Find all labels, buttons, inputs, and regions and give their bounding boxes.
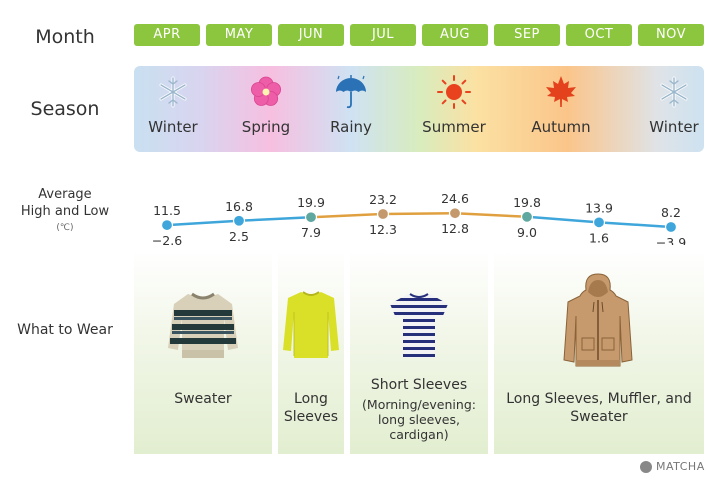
wear-panel-sweater: Sweater bbox=[134, 250, 272, 454]
line-segment bbox=[454, 211, 528, 219]
season-row-label: Season bbox=[30, 98, 100, 120]
season-label: Winter bbox=[649, 118, 699, 136]
brand-name: MATCHA bbox=[656, 460, 705, 473]
high-value-label: 19.9 bbox=[297, 195, 325, 210]
month-may: MAY bbox=[206, 24, 272, 46]
wear-label: Short Sleeves bbox=[370, 377, 468, 393]
temperature-value-labels: 11.5 −2.6 16.8 2.5 19.9 7.9 23.2 12.3 24.6 12.8 19… bbox=[152, 191, 686, 245]
umbrella-icon bbox=[311, 72, 391, 112]
data-point-aug bbox=[448, 207, 462, 220]
wear-panel-long-sleeves: Long Sleeves bbox=[278, 250, 344, 454]
temperature-line bbox=[166, 211, 672, 229]
season-winter-start: Winter bbox=[133, 72, 213, 136]
low-value-label: 12.8 bbox=[441, 221, 469, 236]
data-point-jun bbox=[304, 211, 318, 224]
striped-tshirt-icon bbox=[388, 290, 450, 364]
cherry-blossom-icon bbox=[226, 72, 306, 112]
line-segment bbox=[598, 221, 672, 229]
line-segment bbox=[166, 219, 240, 227]
month-oct: OCT bbox=[566, 24, 632, 46]
wear-panel-autumn-winter: Long Sleeves, Muffler, and Sweater bbox=[494, 250, 704, 454]
season-label: Summer bbox=[422, 118, 486, 136]
maple-leaf-icon bbox=[521, 72, 601, 112]
hoodie-icon bbox=[562, 272, 634, 372]
high-value-label: 13.9 bbox=[585, 200, 613, 215]
season-winter-end: Winter bbox=[634, 72, 714, 136]
month-row-label: Month bbox=[35, 26, 95, 48]
high-value-label: 24.6 bbox=[441, 191, 469, 206]
snowflake-icon bbox=[133, 72, 213, 112]
line-segment bbox=[310, 212, 384, 219]
line-segment bbox=[382, 211, 456, 216]
wear-label: Long Sleeves bbox=[283, 391, 339, 425]
line-segment bbox=[526, 215, 600, 224]
season-band bbox=[134, 66, 704, 152]
low-value-label: 7.9 bbox=[301, 225, 321, 240]
temperature-label-line2: High and Low bbox=[20, 204, 110, 219]
month-sep: SEP bbox=[494, 24, 560, 46]
wear-panel-short-sleeves: Short Sleeves (Morning/evening: long sle… bbox=[350, 250, 488, 454]
temperature-points bbox=[160, 207, 678, 234]
season-label: Rainy bbox=[330, 118, 372, 136]
sun-icon bbox=[414, 72, 494, 112]
data-point-jul bbox=[376, 207, 390, 221]
sweater-icon bbox=[166, 288, 240, 366]
wear-sublabel: (Morning/evening: long sleeves, cardigan… bbox=[362, 397, 476, 442]
season-rainy: Rainy bbox=[311, 72, 391, 136]
wear-row-label: What to Wear bbox=[17, 322, 113, 338]
data-point-nov bbox=[664, 220, 678, 234]
high-value-label: 8.2 bbox=[661, 205, 681, 220]
wear-label: Long Sleeves, Muffler, and Sweater bbox=[506, 391, 692, 425]
temperature-row-label: Average High and Low (℃) bbox=[0, 186, 130, 237]
season-label: Autumn bbox=[531, 118, 591, 136]
month-aug: AUG bbox=[422, 24, 488, 46]
wear-label: Sweater bbox=[174, 391, 232, 407]
high-value-label: 16.8 bbox=[225, 199, 253, 214]
low-value-label: −2.6 bbox=[152, 233, 182, 245]
high-value-label: 23.2 bbox=[369, 192, 397, 207]
high-value-label: 11.5 bbox=[153, 203, 181, 218]
brand-dot-icon bbox=[640, 460, 652, 473]
high-value-label: 19.8 bbox=[513, 195, 541, 210]
month-nov: NOV bbox=[638, 24, 704, 46]
temperature-label-line1: Average bbox=[38, 187, 92, 202]
season-autumn: Autumn bbox=[521, 72, 601, 136]
season-summer: Summer bbox=[414, 72, 494, 136]
snowflake-icon bbox=[634, 72, 714, 112]
season-label: Spring bbox=[241, 118, 291, 136]
data-point-may bbox=[232, 214, 246, 227]
low-value-label: 12.3 bbox=[369, 222, 397, 237]
brand-logo: MATCHA bbox=[640, 460, 705, 473]
season-label: Winter bbox=[148, 118, 198, 136]
long-sleeve-shirt-icon bbox=[282, 288, 340, 366]
line-segment bbox=[238, 215, 312, 223]
low-value-label: 1.6 bbox=[589, 230, 609, 245]
temperature-unit: (℃) bbox=[56, 223, 74, 233]
month-jul: JUL bbox=[350, 24, 416, 46]
month-jun: JUN bbox=[278, 24, 344, 46]
data-point-sep bbox=[520, 210, 534, 223]
month-apr: APR bbox=[134, 24, 200, 46]
temperature-chart: 11.5 −2.6 16.8 2.5 19.9 7.9 23.2 12.3 24.6 12.8 19… bbox=[152, 191, 686, 245]
low-value-label: 2.5 bbox=[229, 229, 249, 244]
low-value-label: −3.9 bbox=[656, 235, 686, 245]
data-point-apr bbox=[160, 218, 174, 232]
data-point-oct bbox=[592, 216, 606, 229]
low-value-label: 9.0 bbox=[517, 225, 537, 240]
season-spring: Spring bbox=[226, 72, 306, 136]
